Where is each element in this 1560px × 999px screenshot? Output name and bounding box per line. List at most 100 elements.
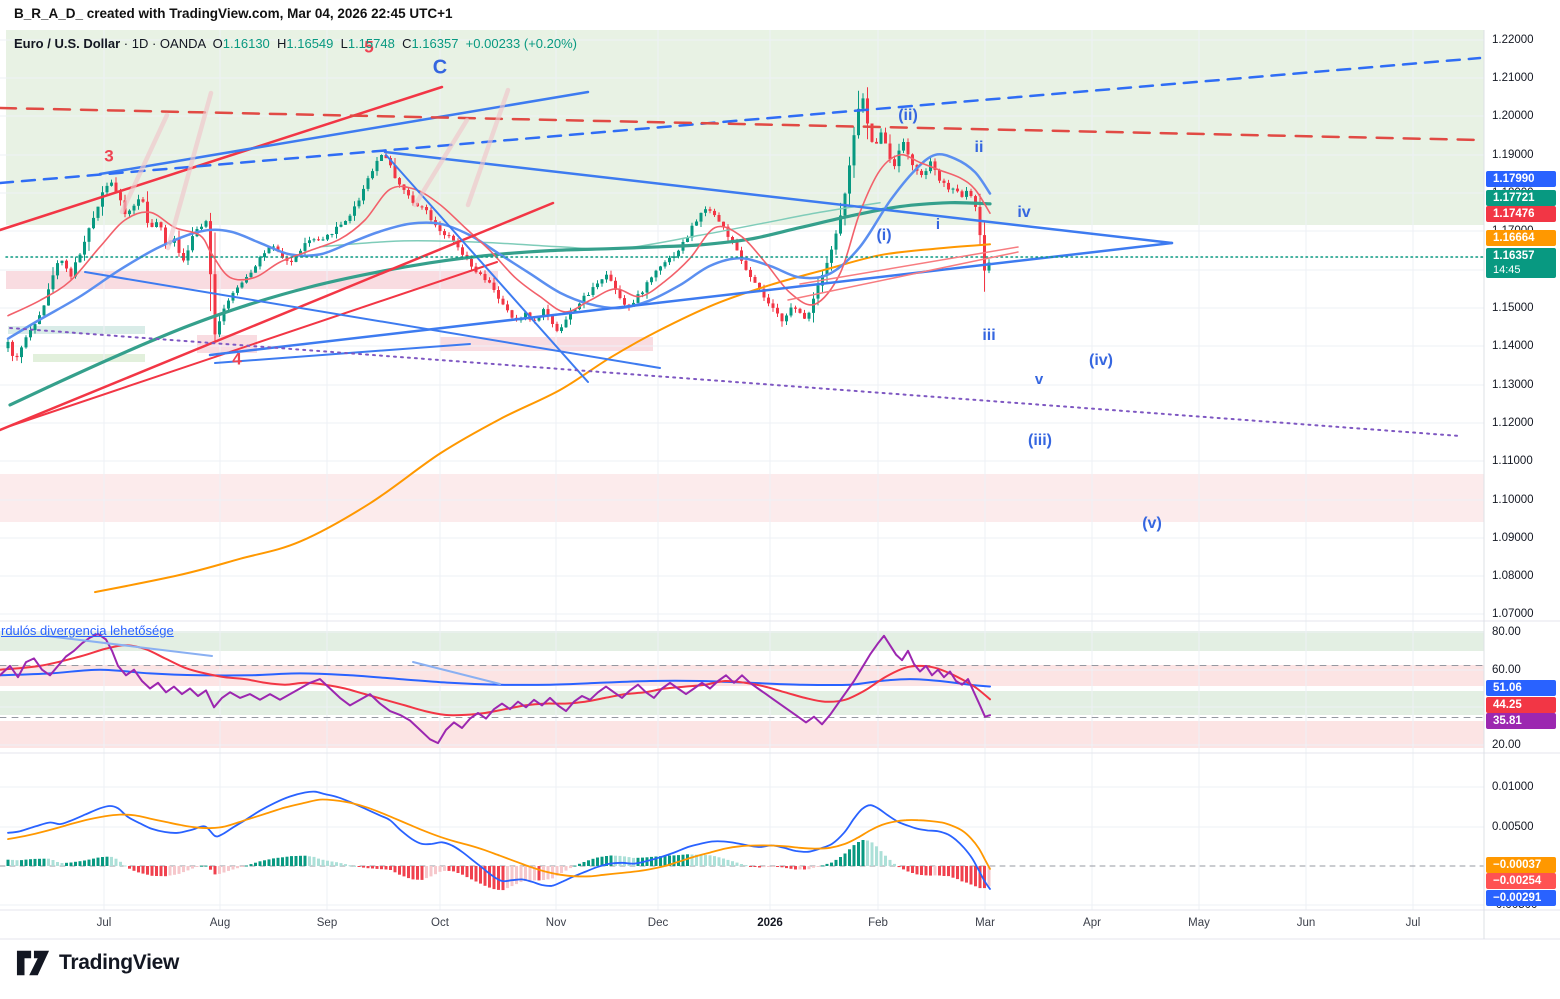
macd-bar (308, 856, 311, 866)
symbol-legend[interactable]: Euro / U.S. Dollar · 1D · OANDA O1.16130… (14, 36, 577, 51)
badge-macd-hist: −0.00254 (1486, 873, 1556, 889)
macd-line-blue (7, 790, 991, 890)
axis-tick-label: 1.20000 (1492, 110, 1534, 122)
candle (150, 222, 154, 227)
macd-bar (695, 854, 698, 866)
macd-bar (636, 857, 640, 866)
candle (87, 228, 91, 242)
candle (60, 260, 64, 263)
macd-bar (506, 866, 509, 889)
macd-bar (839, 857, 842, 866)
candle (884, 132, 887, 144)
candle (218, 321, 221, 335)
macd-bar (137, 866, 140, 873)
legend-part: 1.16130 (222, 36, 277, 51)
macd-bar (213, 866, 217, 875)
time-axis-label: Feb (868, 917, 888, 929)
candle (798, 308, 802, 313)
macd-bar (33, 858, 37, 866)
candle (398, 178, 401, 185)
macd-bar (564, 866, 568, 871)
candle (258, 257, 262, 267)
macd-bar (524, 866, 527, 882)
candle (447, 235, 451, 237)
axis-tick-label: 1.14000 (1492, 340, 1534, 352)
candle (20, 347, 23, 358)
macd-bar (402, 866, 406, 877)
candle (128, 210, 131, 215)
macd-bar (933, 866, 937, 876)
candle (290, 260, 293, 262)
macd-signal-orange (7, 798, 991, 878)
axis-tick-label: 0.01000 (1492, 781, 1534, 793)
macd-bar (497, 866, 500, 890)
macd-bar (915, 866, 919, 875)
macd-bar (236, 866, 239, 869)
macd-bar (573, 865, 577, 867)
macd-bar (911, 866, 914, 873)
candle (497, 290, 500, 299)
macd-bar (177, 866, 181, 874)
macd-bar (713, 856, 716, 866)
macd-bar (978, 866, 982, 889)
macd-bar (222, 866, 226, 873)
macd-bar (74, 861, 77, 866)
candle (366, 178, 370, 189)
axis-tick-label: 1.15000 (1492, 302, 1534, 314)
macd-bar (11, 859, 14, 866)
candle (744, 260, 748, 270)
tradingview-logo[interactable]: TradingView (16, 948, 179, 978)
macd-bar (92, 858, 95, 866)
candle (911, 154, 914, 166)
macd-bar (902, 866, 905, 870)
macd-bar (186, 866, 190, 871)
macd-bar (389, 866, 392, 870)
macd-bar (897, 866, 901, 868)
candle (789, 307, 793, 316)
wave-label: iii (982, 327, 995, 344)
candle (407, 189, 410, 196)
candle (546, 309, 550, 316)
candle (659, 266, 662, 271)
legend-part: +0.00233 (+0.20%) (465, 36, 577, 51)
macd-bar (303, 855, 307, 866)
badge-rsi-red: 44.25 (1486, 697, 1556, 713)
candle (987, 262, 991, 271)
macd-bar (465, 866, 469, 878)
candle (357, 200, 361, 207)
candle (159, 222, 163, 228)
macd-bar (96, 857, 100, 866)
macd-bar (740, 864, 743, 866)
candle (933, 161, 937, 170)
candle (974, 196, 977, 207)
macd-bar (15, 860, 19, 866)
macd-bar (353, 865, 356, 867)
macd-bar (884, 855, 887, 866)
macd-bar (861, 840, 865, 866)
macd-bar (794, 866, 797, 870)
macd-bar (744, 865, 748, 867)
macd-bar (326, 860, 329, 866)
candle (335, 226, 338, 234)
macd-bar (290, 856, 293, 866)
macd-bar (380, 866, 383, 870)
macd-bar (344, 864, 347, 866)
macd-bar (182, 866, 185, 873)
wave-label: 5 (364, 37, 373, 56)
macd-bar (722, 858, 725, 866)
macd-bar (690, 854, 694, 866)
candle (812, 298, 815, 313)
candle (510, 310, 514, 318)
badge-ma-red: 1.17476 (1486, 206, 1556, 222)
macd-bar (65, 862, 68, 866)
macd-bar (974, 866, 977, 887)
candle (452, 235, 455, 241)
candle (870, 123, 874, 142)
macd-bar (848, 849, 851, 866)
candle (893, 159, 896, 167)
candle (420, 206, 424, 208)
wave-label: (v) (1142, 515, 1162, 532)
macd-bar (803, 866, 806, 870)
